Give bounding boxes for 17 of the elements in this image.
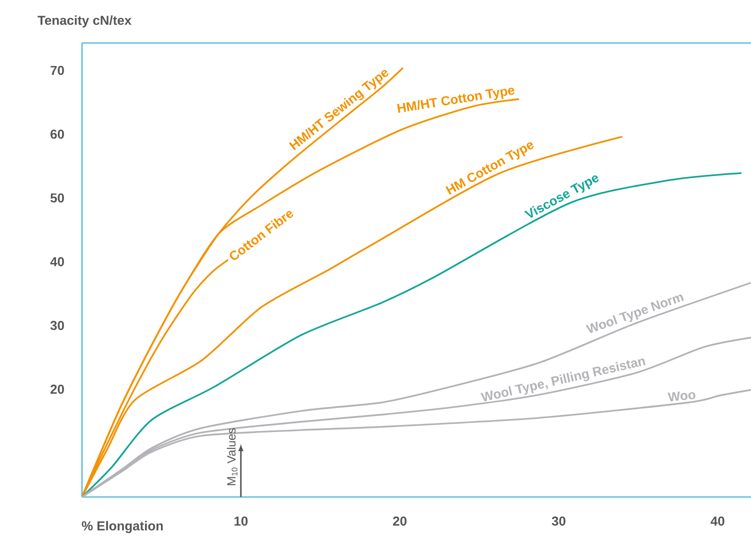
- x-tick-label: 30: [552, 516, 566, 526]
- annotation: M$_{10}$ Values: [226, 428, 238, 486]
- text: Wool Type Norm: [586, 294, 684, 334]
- text: HM/HT Cotton Type: [397, 88, 515, 113]
- y-axis-title: Tenacity cN/tex: [38, 15, 132, 28]
- y-tick-label: 30: [50, 320, 64, 330]
- y-tick-label: 50: [50, 193, 64, 203]
- x-axis-title: % Elongation: [82, 520, 163, 534]
- text: Wool Type, Pilling Resistan: [480, 358, 646, 402]
- y-tick-label: 60: [50, 130, 64, 139]
- y-tick-label: 70: [50, 66, 64, 75]
- x-tick-label: 10: [234, 516, 248, 526]
- text: Woo: [668, 391, 696, 402]
- x-tick-label: 40: [710, 516, 724, 526]
- y-tick-label: 20: [50, 384, 64, 394]
- y-tick-label: 40: [50, 257, 64, 266]
- x-tick-label: 20: [393, 516, 406, 526]
